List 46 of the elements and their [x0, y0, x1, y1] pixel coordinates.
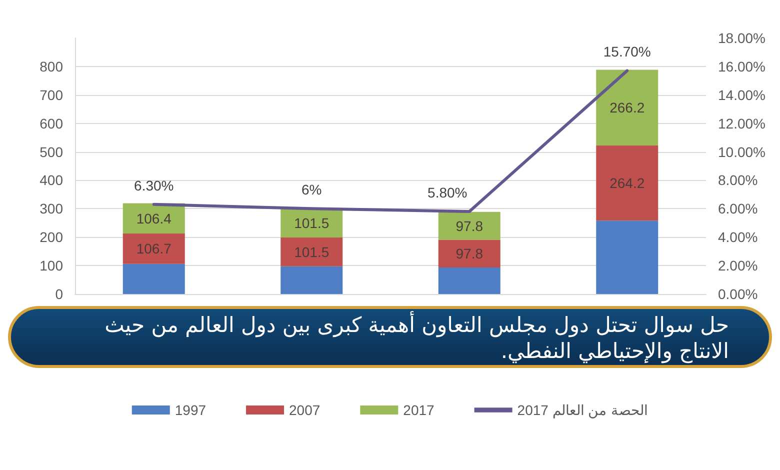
bar	[122, 234, 185, 264]
y2-tick-label: 0.00%	[718, 286, 758, 302]
bar	[596, 70, 658, 146]
data-label: 15.70%	[603, 44, 651, 60]
data-label: 106.7	[136, 240, 172, 257]
y2-tick-label: 2.00%	[718, 258, 758, 274]
data-label: 264.2	[610, 175, 645, 192]
data-label: 266.2	[610, 100, 645, 116]
y-tick-label: 200	[40, 229, 64, 246]
y-tick-label: 0	[55, 286, 64, 302]
y-tick-label: 800	[40, 58, 64, 74]
bar	[280, 266, 343, 294]
bar	[438, 212, 500, 240]
y2-tick-label: 4.00%	[718, 229, 758, 246]
bar	[596, 145, 658, 221]
data-label: 97.8	[456, 246, 484, 262]
y2-tick-label: 6.00%	[718, 200, 758, 217]
data-label: 6%	[302, 182, 322, 198]
data-label: 106.4	[136, 210, 172, 226]
y-tick-label: 600	[40, 115, 64, 132]
bar	[438, 240, 500, 268]
y-tick-label: 400	[40, 172, 64, 188]
y2-tick-label: 18.00%	[718, 30, 766, 46]
data-label: 101.5	[294, 215, 330, 232]
y2-tick-label: 8.00%	[718, 172, 758, 188]
y-tick-label: 300	[40, 200, 64, 217]
legend-label: 2017	[403, 402, 435, 418]
data-label: 97.8	[456, 218, 484, 234]
y-tick-label: 100	[40, 258, 64, 274]
y-tick-label: 700	[40, 86, 64, 103]
y-tick-label: 500	[40, 144, 64, 160]
y2-tick-label: 10.00%	[718, 144, 766, 160]
bar	[122, 264, 185, 294]
data-label: 101.5	[294, 244, 330, 260]
bar	[438, 268, 500, 294]
y2-tick-label: 12.00%	[718, 115, 766, 132]
data-label: 6.30%	[134, 177, 174, 194]
legend-label: 2007	[289, 402, 320, 418]
y2-tick-label: 16.00%	[718, 58, 766, 74]
bar	[280, 238, 343, 266]
y2-tick-label: 14.00%	[718, 86, 766, 103]
data-label: 5.80%	[428, 184, 468, 201]
bar	[596, 220, 658, 294]
legend-label: 1997	[174, 402, 206, 418]
legend-label: الحصة من العالم 2017	[517, 402, 648, 419]
text: حل سوال تحتل دول مجلس التعاون أهمية كبرى بين دول العالم من حيث الانتاج والإحتياطي النفطي.	[8, 306, 772, 368]
